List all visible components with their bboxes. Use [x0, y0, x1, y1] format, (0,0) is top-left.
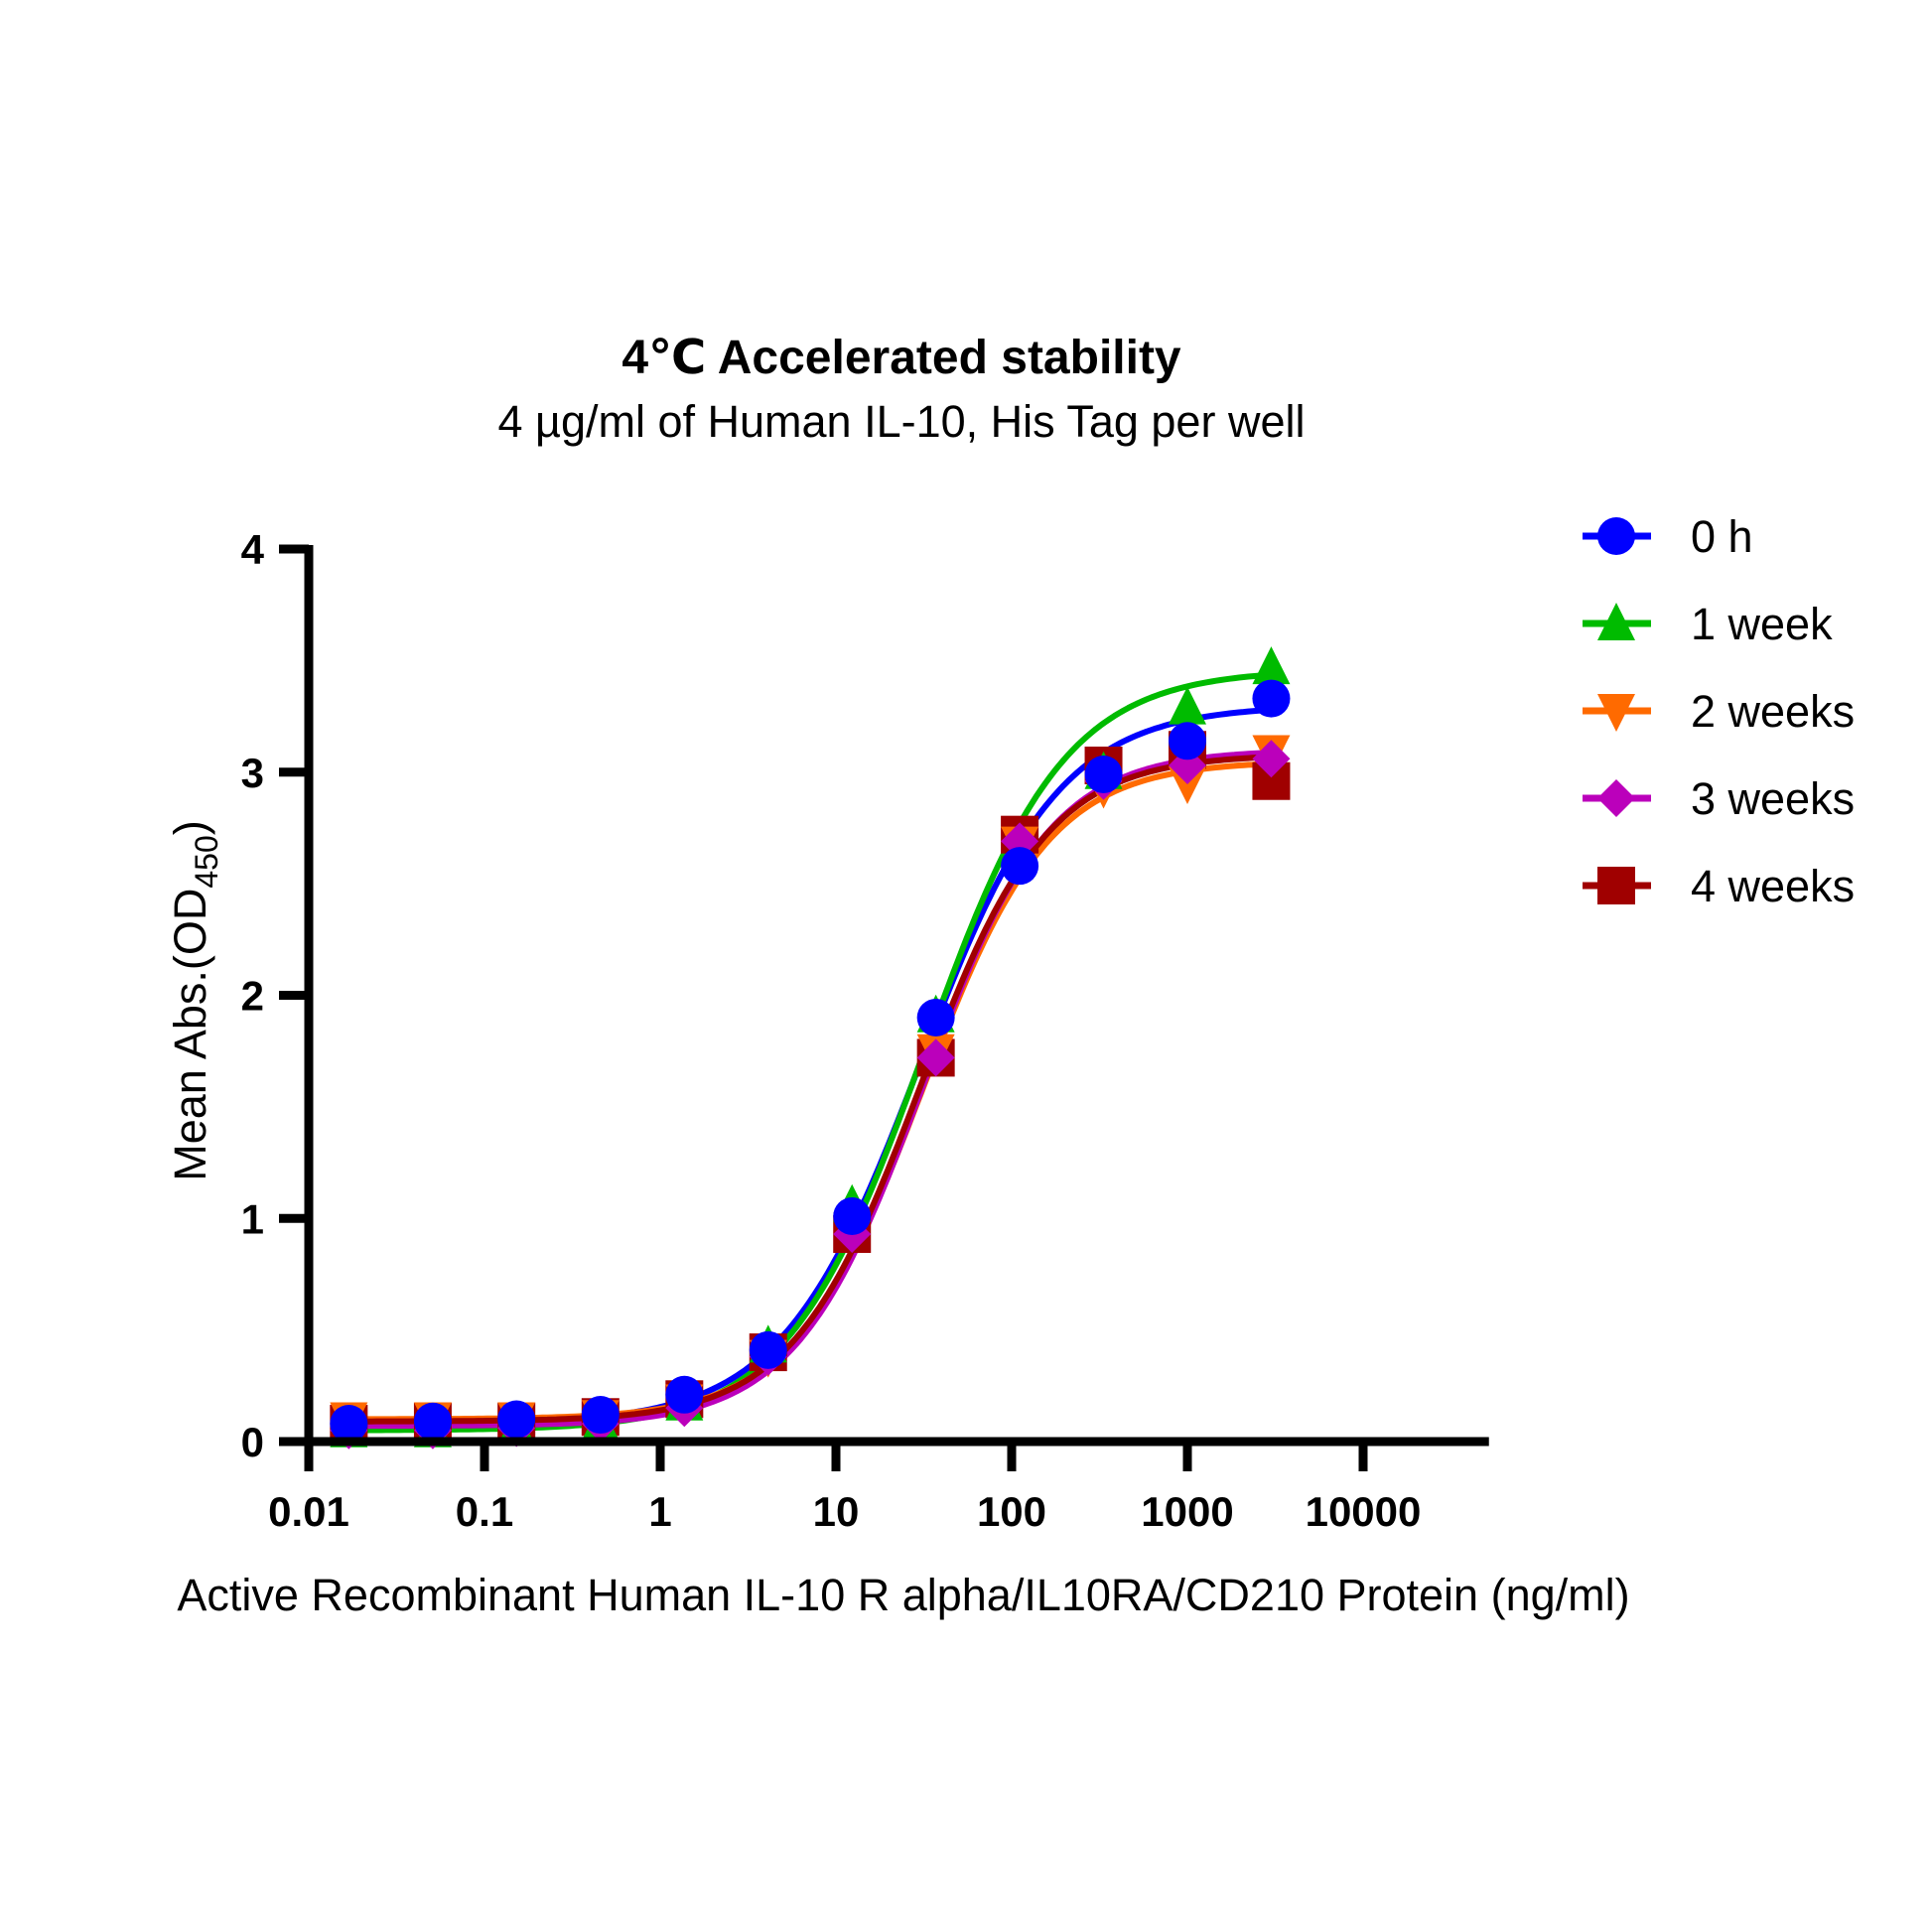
chart-title: 4℃ Accelerated stability — [621, 332, 1181, 384]
data-point-0-h — [581, 1396, 620, 1435]
y-tick-label: 3 — [241, 750, 264, 796]
x-tick-label: 0.1 — [456, 1488, 513, 1535]
chart-subtitle: 4 µg/ml of Human IL-10, His Tag per well — [498, 396, 1306, 447]
legend-item: 1 week — [1583, 599, 1833, 649]
legend: 0 h 1 week 2 weeks 3 weeks 4 weeks — [1583, 511, 1855, 911]
legend-label: 3 weeks — [1691, 773, 1855, 824]
y-axis-label: Mean Abs.(OD450) — [165, 820, 224, 1181]
legend-label: 1 week — [1691, 599, 1833, 649]
data-point-0-h — [1001, 847, 1039, 886]
data-point-0-h — [833, 1197, 872, 1236]
data-point-0-h — [330, 1405, 368, 1444]
axes: 0 1 2 3 4 0.01 0.1 1 10 100 1000 10000 — [241, 526, 1489, 1535]
legend-item: 4 weeks — [1583, 861, 1855, 911]
x-tick-label: 1000 — [1141, 1488, 1233, 1535]
x-ticks: 0.01 0.1 1 10 100 1000 10000 — [268, 1442, 1421, 1535]
x-tick-label: 10000 — [1306, 1488, 1422, 1535]
legend-item: 0 h — [1583, 511, 1753, 562]
y-axis-label-close: ) — [165, 820, 215, 835]
y-tick-label: 1 — [241, 1195, 264, 1242]
legend-label: 2 weeks — [1691, 686, 1855, 737]
data-point-1-week — [1252, 646, 1291, 685]
x-axis-label: Active Recombinant Human IL-10 R alpha/I… — [177, 1570, 1629, 1620]
legend-marker-square-icon — [1597, 867, 1635, 904]
legend-marker-diamond-icon — [1597, 779, 1635, 817]
legend-marker-triangle-down-icon — [1597, 694, 1635, 732]
data-point-0-h — [916, 998, 955, 1036]
y-axis-label-main: Mean Abs.(OD — [165, 889, 215, 1181]
data-point-0-h — [497, 1400, 536, 1439]
data-point-0-h — [749, 1330, 787, 1369]
data-point-0-h — [665, 1375, 704, 1414]
y-axis-label-subscript: 450 — [189, 835, 224, 888]
data-point-0-h — [1084, 755, 1123, 793]
legend-item: 2 weeks — [1583, 686, 1855, 737]
y-tick-label: 0 — [241, 1419, 264, 1465]
x-tick-label: 100 — [977, 1488, 1046, 1535]
data-point-3-weeks — [916, 1038, 955, 1077]
data-markers — [330, 646, 1291, 1449]
data-point-3-weeks — [1252, 740, 1291, 778]
legend-marker-circle-icon — [1597, 517, 1635, 555]
y-ticks: 0 1 2 3 4 — [241, 526, 309, 1465]
y-tick-label: 2 — [241, 973, 264, 1020]
legend-item: 3 weeks — [1583, 773, 1855, 824]
data-point-0-h — [1169, 722, 1206, 760]
data-point-2-weeks — [1169, 765, 1206, 804]
x-tick-label: 10 — [813, 1488, 860, 1535]
data-point-0-h — [413, 1402, 452, 1441]
legend-marker-triangle-up-icon — [1597, 603, 1635, 640]
x-tick-label: 1 — [648, 1488, 671, 1535]
data-point-0-h — [1252, 679, 1291, 718]
data-point-1-week — [1169, 686, 1206, 725]
legend-label: 4 weeks — [1691, 861, 1855, 911]
y-tick-label: 4 — [241, 526, 265, 573]
legend-label: 0 h — [1691, 511, 1753, 562]
x-tick-label: 0.01 — [268, 1488, 349, 1535]
